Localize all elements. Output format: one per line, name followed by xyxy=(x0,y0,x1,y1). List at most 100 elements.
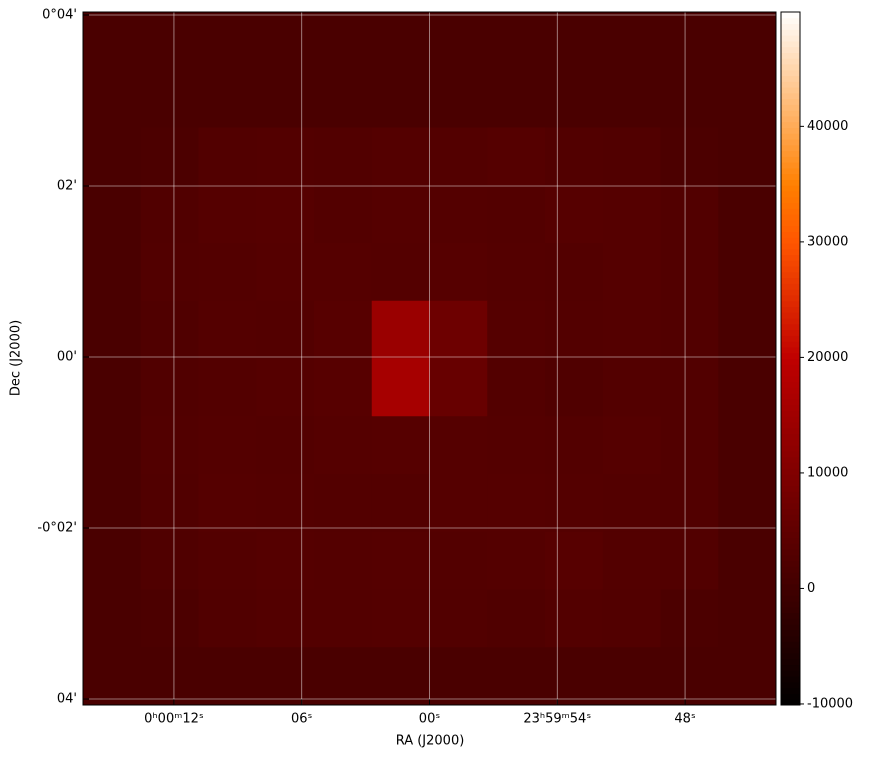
pixel xyxy=(602,358,661,417)
pixel xyxy=(602,416,661,475)
colorbar-step xyxy=(781,139,800,146)
pixel xyxy=(83,185,142,244)
colorbar-step xyxy=(781,664,800,671)
pixel xyxy=(371,474,430,533)
colorbar-step xyxy=(781,693,800,700)
pixel xyxy=(718,647,777,706)
colorbar-step xyxy=(781,312,800,319)
pixel xyxy=(83,416,142,475)
y-tick-label: 0°04' xyxy=(42,7,77,22)
pixel xyxy=(256,127,315,186)
pixel xyxy=(314,647,373,706)
y-tick-label: 00' xyxy=(57,350,77,365)
colorbar-step xyxy=(781,318,800,325)
pixel xyxy=(487,358,546,417)
pixel xyxy=(487,589,546,648)
colorbar-step xyxy=(781,63,800,71)
colorbar-step xyxy=(781,439,800,446)
pixel xyxy=(545,185,604,244)
colorbar-step xyxy=(781,35,800,42)
colorbar-step xyxy=(781,98,800,105)
pixel xyxy=(545,69,604,128)
colorbar-step xyxy=(781,283,800,290)
pixel xyxy=(83,243,142,302)
x-tick-label: 00ˢ xyxy=(419,712,441,727)
colorbar-step xyxy=(781,185,800,192)
pixel xyxy=(314,358,373,417)
pixel xyxy=(314,589,373,648)
colorbar-step xyxy=(781,520,800,527)
pixel xyxy=(487,300,546,359)
colorbar-step xyxy=(781,468,800,475)
pixel xyxy=(140,358,199,417)
pixel xyxy=(487,243,546,302)
pixel xyxy=(198,531,257,590)
pixel xyxy=(371,358,430,417)
pixel xyxy=(256,474,315,533)
colorbar-step xyxy=(781,618,800,625)
colorbar-step xyxy=(781,167,800,175)
pixel xyxy=(314,12,373,71)
colorbar-step xyxy=(781,260,800,267)
pixel xyxy=(198,474,257,533)
colorbar-step xyxy=(781,358,800,365)
pixel xyxy=(371,243,430,302)
colorbar-tick-label: -10000 xyxy=(807,696,853,711)
pixel xyxy=(83,358,142,417)
pixel xyxy=(545,243,604,302)
colorbar-step xyxy=(781,445,800,452)
colorbar-step xyxy=(781,410,800,417)
colorbar-step xyxy=(781,450,800,458)
pixel xyxy=(660,589,719,648)
pixel xyxy=(371,416,430,475)
x-tick-label: 48ˢ xyxy=(674,712,696,727)
colorbar-step xyxy=(781,248,800,256)
pixel xyxy=(198,12,257,71)
pixel xyxy=(256,185,315,244)
pixel xyxy=(429,531,488,590)
pixel xyxy=(83,300,142,359)
pixel xyxy=(256,12,315,71)
colorbar-step xyxy=(781,12,800,19)
colorbar-step xyxy=(781,416,800,423)
colorbar-step xyxy=(781,208,800,215)
colorbar-step xyxy=(781,653,800,660)
colorbar-step xyxy=(781,271,800,279)
pixel xyxy=(718,531,777,590)
colorbar-step xyxy=(781,676,800,683)
colorbar-tick-label: 0 xyxy=(807,581,815,596)
colorbar-step xyxy=(781,110,800,117)
colorbar-step xyxy=(781,52,800,59)
colorbar-step xyxy=(781,589,800,596)
pixel xyxy=(487,531,546,590)
pixel xyxy=(487,416,546,475)
pixel xyxy=(545,358,604,417)
pixel xyxy=(83,127,142,186)
colorbar-step xyxy=(781,629,800,637)
pixel xyxy=(140,12,199,71)
colorbar-step xyxy=(781,572,800,579)
colorbar-step xyxy=(781,583,800,590)
pixel xyxy=(198,589,257,648)
pixel xyxy=(718,127,777,186)
pixel xyxy=(545,531,604,590)
pixel xyxy=(256,531,315,590)
colorbar-step xyxy=(781,508,800,515)
colorbar-step xyxy=(781,647,800,654)
pixel xyxy=(140,127,199,186)
pixel xyxy=(314,243,373,302)
pixel xyxy=(487,647,546,706)
colorbar-tick-label: 30000 xyxy=(807,234,848,249)
colorbar-step xyxy=(781,196,800,204)
colorbar-step xyxy=(781,92,800,100)
pixel xyxy=(545,647,604,706)
colorbar-step xyxy=(781,514,800,521)
x-tick-label: 23ʰ59ᵐ54ˢ xyxy=(523,712,591,727)
colorbar-step xyxy=(781,191,800,198)
colorbar-step xyxy=(781,219,800,227)
pixel xyxy=(718,416,777,475)
pixel xyxy=(83,647,142,706)
pixel xyxy=(314,300,373,359)
pixel xyxy=(314,69,373,128)
colorbar-step xyxy=(781,531,800,539)
